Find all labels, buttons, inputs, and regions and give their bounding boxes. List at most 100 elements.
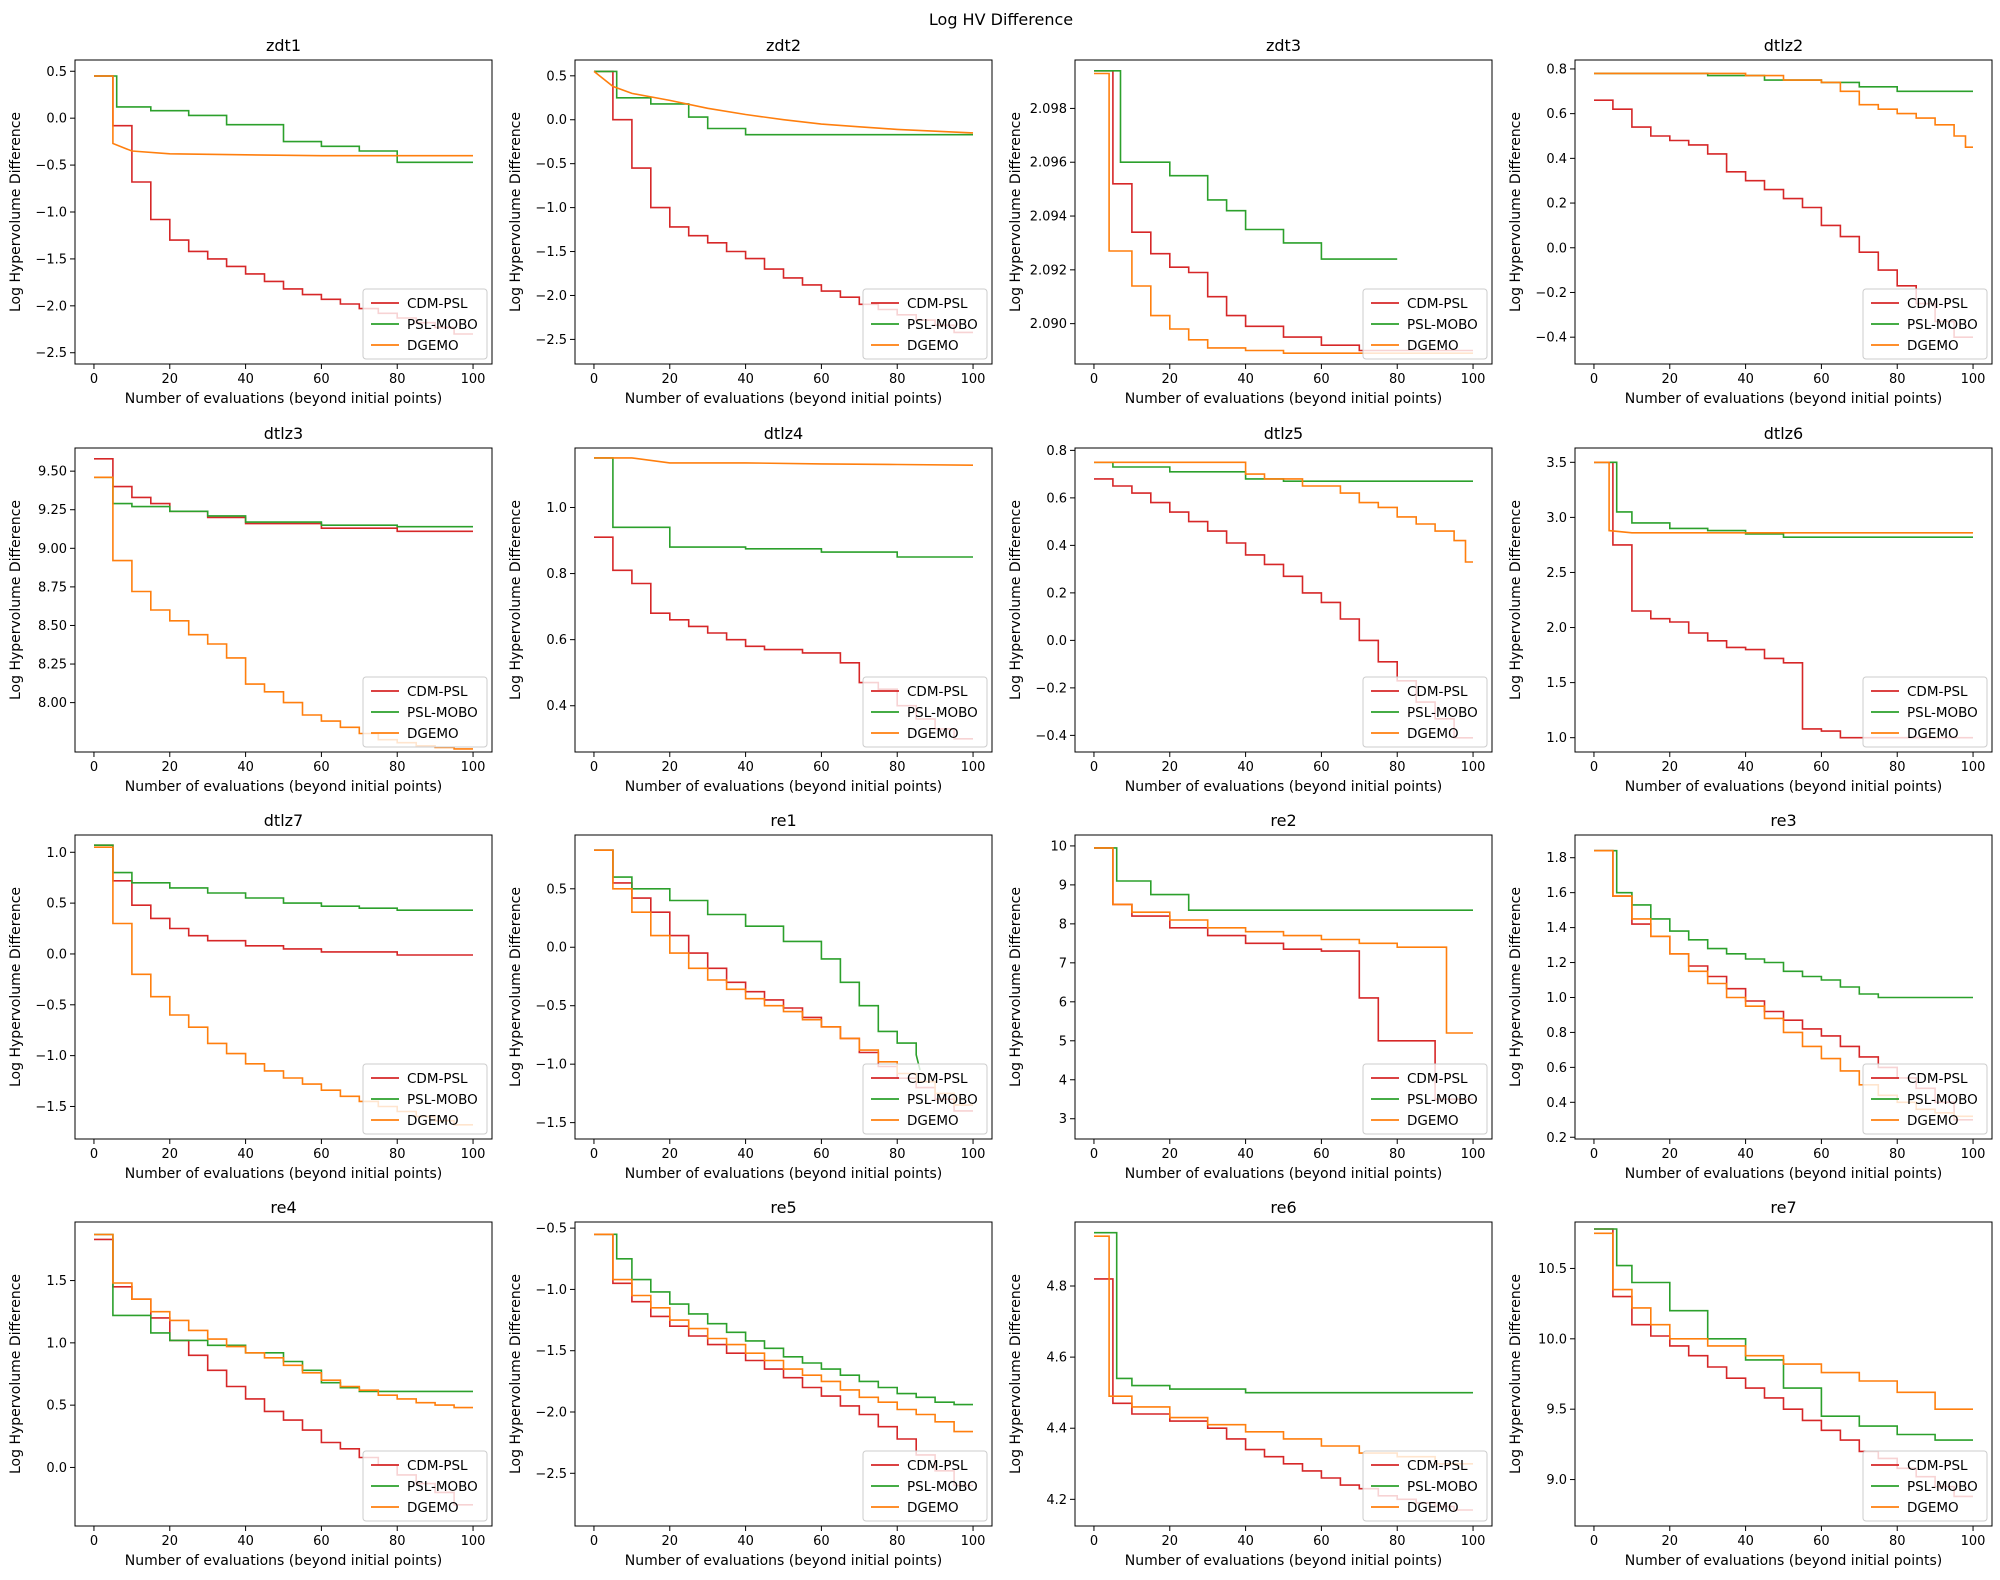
x-axis-label: Number of evaluations (beyond initial po…	[1625, 1166, 1942, 1182]
legend-label: DGEMO	[407, 1500, 459, 1516]
y-tick-label: −1.5	[535, 1344, 567, 1359]
y-tick-label: 0.0	[46, 947, 67, 962]
y-tick-label: −2.5	[35, 346, 67, 361]
series-line-dgemo	[1094, 847, 1473, 1034]
legend-label: DGEMO	[907, 1500, 959, 1516]
y-tick-label: 2.090	[1030, 317, 1067, 332]
series-line-psl-mobo	[1594, 849, 1973, 999]
x-tick-label: 80	[1389, 1534, 1406, 1549]
y-tick-label: 0.0	[46, 112, 67, 127]
y-tick-label: 8.00	[38, 696, 67, 711]
panel-zdt3: zdt3 0 20 40 60 80 100 2.098 2.096 2.094 2.092 2.09…	[1008, 36, 1493, 407]
legend-box	[862, 1450, 988, 1522]
plot-frame	[74, 834, 493, 1140]
legend-box	[1862, 676, 1988, 748]
x-tick-label: 40	[237, 372, 254, 387]
panel-dtlz7: dtlz7 0 20 40 60 80 100 1.0 0.5 0.0 −0.5 −1.0 −1.5 Nu…	[8, 811, 493, 1182]
x-tick-label: 40	[237, 1534, 254, 1549]
series-line-psl-mobo	[594, 1233, 973, 1406]
x-tick-label: 100	[461, 760, 486, 775]
legend-label: CDM-PSL	[1907, 684, 1968, 700]
series-group	[1094, 70, 1473, 355]
legend-box	[362, 1063, 488, 1135]
y-axis-label: Log Hypervolume Difference	[1508, 1274, 1524, 1474]
x-tick-label: 20	[1161, 372, 1178, 387]
y-tick-label: −1.0	[535, 1058, 567, 1073]
x-tick-label: 80	[1889, 372, 1906, 387]
legend-label: PSL-MOBO	[407, 1479, 478, 1495]
series-line-dgemo	[94, 1233, 473, 1409]
y-tick-label: 9.0	[1546, 1473, 1567, 1488]
x-tick-label: 80	[1389, 372, 1406, 387]
x-tick-label: 0	[590, 760, 598, 775]
panel-title: dtlz3	[264, 424, 303, 443]
series-line-psl-mobo	[1094, 847, 1473, 912]
panel-title: re5	[770, 1198, 796, 1217]
plot-frame	[1074, 59, 1493, 365]
y-tick-label: 0.0	[1046, 634, 1067, 649]
y-tick-label: 10	[1050, 839, 1067, 854]
x-tick-label: 100	[1461, 1147, 1486, 1162]
y-axis-label: Log Hypervolume Difference	[508, 1274, 524, 1474]
legend-label: CDM-PSL	[1907, 1458, 1968, 1474]
x-tick-label: 100	[1461, 372, 1486, 387]
x-axis-label: Number of evaluations (beyond initial po…	[1125, 779, 1442, 795]
y-tick-label: −2.5	[535, 333, 567, 348]
x-tick-label: 40	[1737, 372, 1754, 387]
legend-box	[362, 676, 488, 748]
legend-label: DGEMO	[907, 338, 959, 354]
x-tick-label: 60	[1313, 372, 1330, 387]
legend-label: PSL-MOBO	[1407, 317, 1478, 333]
x-axis-label: Number of evaluations (beyond initial po…	[625, 391, 942, 407]
panel-title: dtlz7	[264, 811, 303, 830]
legend-label: CDM-PSL	[907, 1071, 968, 1087]
panel-title: zdt3	[1266, 36, 1301, 55]
panel-dtlz5: dtlz5 0 20 40 60 80 100 0.8 0.6 0.4 0.2 0.0 −0.2 −0.4…	[1008, 424, 1493, 795]
panel-dtlz4: dtlz4 0 20 40 60 80 100 1.0 0.8 0.6 0.4 Number of e…	[508, 424, 993, 795]
panel-re3: re3 0 20 40 60 80 100 1.8 1.6 1.4 1.2 1.0 0.8 0.6 0.4 0…	[1508, 811, 1993, 1182]
legend: CDM-PSL PSL-MOBO DGEMO	[1862, 1063, 1988, 1135]
y-tick-label: 0.2	[1546, 197, 1567, 212]
y-tick-label: 0.8	[1546, 62, 1567, 77]
legend-label: PSL-MOBO	[907, 1479, 978, 1495]
panel-re5: re5 0 20 40 60 80 100 −0.5 −1.0 −1.5 −2.0 −2.5 Numbe…	[508, 1198, 993, 1569]
plot-frame	[574, 59, 993, 365]
panel-title: re6	[1270, 1198, 1296, 1217]
y-tick-label: 0.5	[46, 897, 67, 912]
legend-label: CDM-PSL	[1407, 1071, 1468, 1087]
legend-label: CDM-PSL	[407, 684, 468, 700]
legend: CDM-PSL PSL-MOBO DGEMO	[1362, 288, 1488, 360]
y-tick-label: −1.5	[535, 245, 567, 260]
x-tick-label: 80	[389, 372, 406, 387]
y-axis-label: Log Hypervolume Difference	[8, 500, 24, 700]
y-tick-label: 0.8	[1046, 444, 1067, 459]
y-tick-label: 9.25	[38, 503, 67, 518]
y-tick-label: 1.6	[1546, 886, 1567, 901]
y-tick-label: 0.0	[546, 113, 567, 128]
legend: CDM-PSL PSL-MOBO DGEMO	[1362, 676, 1488, 748]
y-axis-label: Log Hypervolume Difference	[508, 500, 524, 700]
y-tick-label: 0.5	[546, 69, 567, 84]
legend-label: DGEMO	[407, 338, 459, 354]
legend-box	[862, 288, 988, 360]
y-tick-label: 1.0	[1546, 991, 1567, 1006]
legend-label: CDM-PSL	[1907, 1071, 1968, 1087]
plot-frame	[74, 59, 493, 365]
x-tick-label: 0	[590, 1147, 598, 1162]
y-tick-label: 7	[1059, 956, 1067, 971]
legend-label: PSL-MOBO	[1907, 705, 1978, 721]
plot-frame	[74, 1221, 493, 1527]
y-tick-label: −1.5	[535, 1116, 567, 1131]
y-axis-label: Log Hypervolume Difference	[1008, 1274, 1024, 1474]
series-line-dgemo	[1594, 1232, 1973, 1410]
x-tick-label: 40	[737, 760, 754, 775]
y-tick-label: 0.4	[1546, 152, 1567, 167]
x-tick-label: 40	[1737, 1147, 1754, 1162]
x-axis-label: Number of evaluations (beyond initial po…	[625, 1553, 942, 1569]
x-tick-label: 20	[1161, 760, 1178, 775]
x-tick-label: 20	[1661, 1147, 1678, 1162]
x-tick-label: 20	[661, 1147, 678, 1162]
x-axis-label: Number of evaluations (beyond initial po…	[1125, 1166, 1442, 1182]
